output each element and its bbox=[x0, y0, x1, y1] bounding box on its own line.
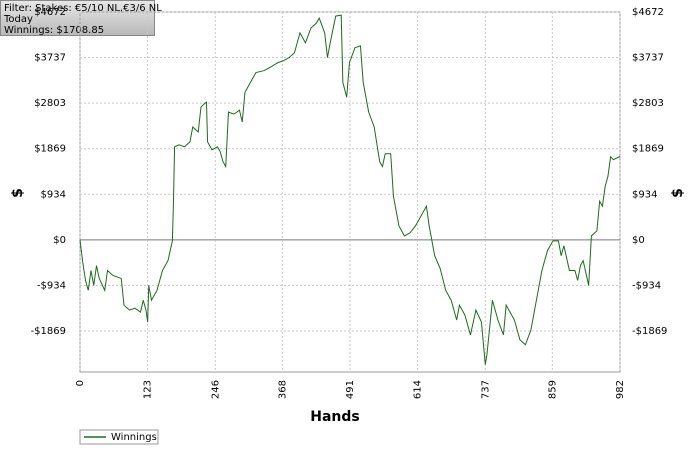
y-tick-label: $2803 bbox=[34, 98, 66, 109]
y-axis-label: $ bbox=[10, 188, 26, 198]
x-tick-label: 982 bbox=[615, 380, 626, 399]
y-tick-label: $3737 bbox=[34, 53, 66, 64]
y2-tick-label: $4672 bbox=[632, 7, 664, 18]
legend-label: Winnings bbox=[111, 432, 157, 443]
info-period: Today bbox=[3, 14, 33, 25]
x-tick-label: 859 bbox=[547, 380, 558, 399]
x-tick-label: 368 bbox=[277, 380, 288, 399]
x-tick-label: 123 bbox=[143, 380, 154, 399]
y2-tick-label: $3737 bbox=[632, 53, 664, 64]
y-tick-label: $1869 bbox=[34, 144, 66, 155]
y2-tick-label: -$1869 bbox=[632, 326, 667, 337]
y2-axis-label: $ bbox=[670, 188, 686, 198]
x-tick-label: 491 bbox=[345, 380, 356, 399]
y-tick-label: $4672 bbox=[34, 7, 66, 18]
info-filter: Filter: Stakes: €5/10 NL,€3/6 NL bbox=[4, 3, 162, 14]
info-box bbox=[0, 0, 155, 36]
y2-tick-label: $1869 bbox=[632, 144, 664, 155]
series-line bbox=[79, 14, 621, 365]
x-axis-label: Hands bbox=[310, 409, 360, 425]
x-tick-label: 614 bbox=[413, 380, 424, 399]
y-tick-label: -$934 bbox=[37, 280, 66, 291]
x-tick-label: 0 bbox=[75, 380, 86, 386]
y-tick-label: -$1869 bbox=[31, 326, 66, 337]
info-winnings: Winnings: $1708.85 bbox=[4, 25, 104, 36]
x-tick-label: 246 bbox=[210, 380, 221, 399]
y2-tick-label: $0 bbox=[632, 235, 645, 246]
x-tick-label: 737 bbox=[480, 380, 491, 399]
y2-tick-label: $2803 bbox=[632, 98, 664, 109]
y-tick-label: $934 bbox=[41, 189, 66, 200]
legend-box bbox=[79, 429, 159, 445]
y-tick-label: $0 bbox=[53, 235, 66, 246]
y2-tick-label: -$934 bbox=[632, 280, 661, 291]
y2-tick-label: $934 bbox=[632, 189, 657, 200]
